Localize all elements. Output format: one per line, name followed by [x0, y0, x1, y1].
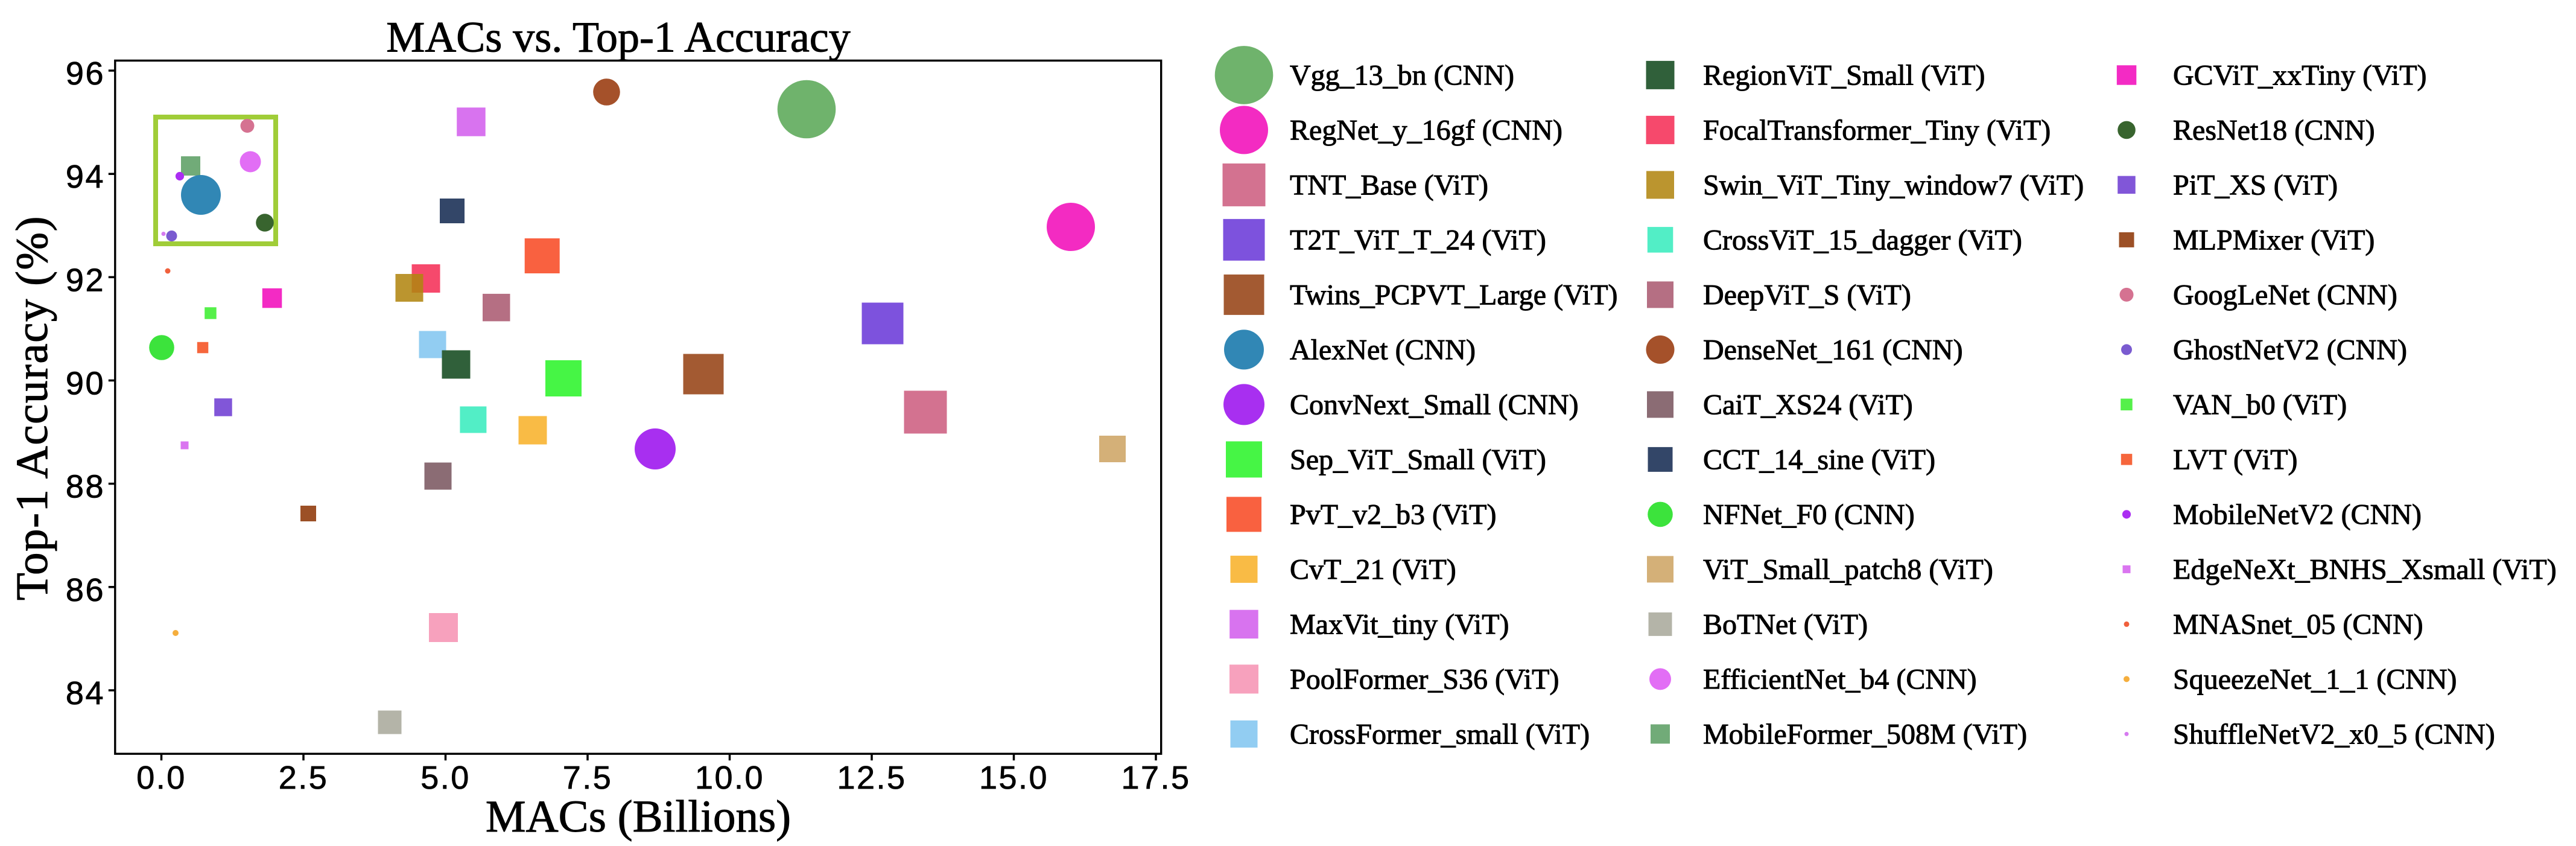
svg-text:GoogLeNet (CNN): GoogLeNet (CNN): [2173, 279, 2397, 311]
svg-text:Vgg_13_bn (CNN): Vgg_13_bn (CNN): [1290, 60, 1514, 92]
svg-text:PiT_XS (ViT): PiT_XS (ViT): [2173, 170, 2338, 202]
svg-text:CrossViT_15_dagger (ViT): CrossViT_15_dagger (ViT): [1703, 224, 2022, 256]
svg-text:88: 88: [66, 469, 105, 505]
svg-text:86: 86: [66, 572, 105, 608]
svg-text:94: 94: [66, 159, 105, 195]
svg-text:RegNet_y_16gf (CNN): RegNet_y_16gf (CNN): [1290, 115, 1562, 147]
svg-text:ViT_Small_patch8 (ViT): ViT_Small_patch8 (ViT): [1703, 554, 1993, 586]
svg-text:MobileNetV2 (CNN): MobileNetV2 (CNN): [2173, 499, 2422, 531]
svg-text:SqueezeNet_1_1 (CNN): SqueezeNet_1_1 (CNN): [2173, 664, 2457, 696]
svg-text:CvT_21 (ViT): CvT_21 (ViT): [1290, 554, 1456, 586]
svg-text:AlexNet (CNN): AlexNet (CNN): [1290, 334, 1476, 366]
svg-text:12.5: 12.5: [837, 760, 906, 796]
svg-text:LVT (ViT): LVT (ViT): [2173, 444, 2297, 476]
svg-text:MaxVit_tiny (ViT): MaxVit_tiny (ViT): [1290, 609, 1509, 641]
svg-text:15.0: 15.0: [979, 760, 1048, 796]
svg-text:7.5: 7.5: [563, 760, 613, 796]
svg-text:MLPMixer (ViT): MLPMixer (ViT): [2173, 224, 2375, 256]
svg-text:Twins_PCPVT_Large (ViT): Twins_PCPVT_Large (ViT): [1290, 279, 1618, 311]
svg-text:CaiT_XS24 (ViT): CaiT_XS24 (ViT): [1703, 389, 1913, 421]
svg-text:ConvNext_Small (CNN): ConvNext_Small (CNN): [1290, 389, 1579, 421]
svg-text:EdgeNeXt_BNHS_Xsmall (ViT): EdgeNeXt_BNHS_Xsmall (ViT): [2173, 554, 2557, 586]
svg-text:MNASnet_05 (CNN): MNASnet_05 (CNN): [2173, 609, 2423, 641]
svg-text:5.0: 5.0: [420, 760, 471, 796]
svg-text:ShuffleNetV2_x0_5 (CNN): ShuffleNetV2_x0_5 (CNN): [2173, 719, 2495, 751]
svg-text:DeepViT_S (ViT): DeepViT_S (ViT): [1703, 279, 1911, 311]
svg-text:96: 96: [66, 56, 105, 92]
svg-text:PoolFormer_S36 (ViT): PoolFormer_S36 (ViT): [1290, 664, 1559, 696]
svg-text:FocalTransformer_Tiny (ViT): FocalTransformer_Tiny (ViT): [1703, 115, 2051, 147]
svg-text:BoTNet (ViT): BoTNet (ViT): [1703, 609, 1868, 641]
svg-text:Swin_ViT_Tiny_window7 (ViT): Swin_ViT_Tiny_window7 (ViT): [1703, 170, 2084, 202]
svg-text:VAN_b0 (ViT): VAN_b0 (ViT): [2173, 389, 2347, 421]
svg-text:MACs vs. Top-1 Accuracy: MACs vs. Top-1 Accuracy: [386, 13, 851, 61]
svg-text:MobileFormer_508M (ViT): MobileFormer_508M (ViT): [1703, 719, 2027, 751]
svg-text:0.0: 0.0: [136, 760, 186, 796]
svg-text:GhostNetV2 (CNN): GhostNetV2 (CNN): [2173, 334, 2407, 366]
svg-text:2.5: 2.5: [279, 760, 329, 796]
svg-text:ResNet18 (CNN): ResNet18 (CNN): [2173, 115, 2375, 147]
svg-text:10.0: 10.0: [695, 760, 764, 796]
svg-text:DenseNet_161 (CNN): DenseNet_161 (CNN): [1703, 334, 1963, 366]
svg-text:84: 84: [66, 675, 105, 711]
svg-text:92: 92: [66, 262, 105, 298]
svg-text:T2T_ViT_T_24 (ViT): T2T_ViT_T_24 (ViT): [1290, 224, 1546, 256]
svg-text:CCT_14_sine (ViT): CCT_14_sine (ViT): [1703, 444, 1935, 476]
svg-text:90: 90: [66, 366, 105, 402]
svg-text:17.5: 17.5: [1121, 760, 1190, 796]
svg-text:MACs (Billions): MACs (Billions): [486, 792, 791, 842]
svg-text:CrossFormer_small (ViT): CrossFormer_small (ViT): [1290, 719, 1590, 751]
svg-text:EfficientNet_b4 (CNN): EfficientNet_b4 (CNN): [1703, 664, 1977, 696]
svg-text:Sep_ViT_Small (ViT): Sep_ViT_Small (ViT): [1290, 444, 1546, 476]
svg-text:PvT_v2_b3 (ViT): PvT_v2_b3 (ViT): [1290, 499, 1496, 531]
svg-text:Top-1 Accuracy (%): Top-1 Accuracy (%): [7, 215, 57, 600]
svg-text:RegionViT_Small (ViT): RegionViT_Small (ViT): [1703, 60, 1985, 92]
svg-text:GCViT_xxTiny (ViT): GCViT_xxTiny (ViT): [2173, 60, 2427, 92]
svg-text:TNT_Base (ViT): TNT_Base (ViT): [1290, 170, 1488, 202]
svg-text:NFNet_F0 (CNN): NFNet_F0 (CNN): [1703, 499, 1915, 531]
